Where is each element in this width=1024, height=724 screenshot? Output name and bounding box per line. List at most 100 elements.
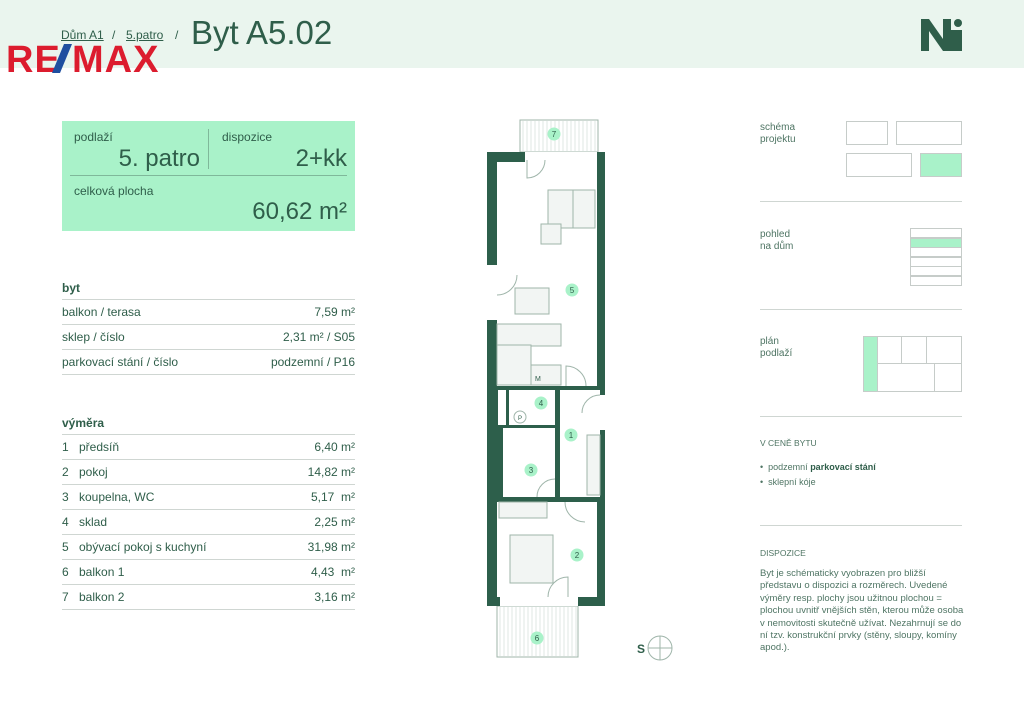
- row-label: sklep / číslo: [62, 330, 125, 344]
- schema-block-selected[interactable]: [920, 153, 962, 177]
- row-label: balkon 2: [79, 590, 125, 604]
- unit[interactable]: [934, 363, 962, 392]
- breadcrumb-floor[interactable]: 5.patro: [126, 28, 164, 42]
- unit[interactable]: [877, 363, 935, 392]
- view-label: pohled na dům: [760, 229, 794, 252]
- remax-logo: RE MAX: [6, 40, 159, 76]
- row-value: 3,16 m²: [314, 590, 355, 604]
- floor-bar-selected[interactable]: [910, 237, 962, 248]
- floor-bar[interactable]: [910, 266, 962, 276]
- divider: [70, 175, 347, 176]
- unit[interactable]: [901, 336, 927, 364]
- project-logo: [921, 19, 962, 51]
- room-number: 6: [535, 634, 540, 643]
- price-item-text: sklepní kóje: [768, 477, 816, 487]
- schema-block[interactable]: [846, 121, 888, 145]
- unit-selected[interactable]: [863, 336, 878, 392]
- page-title: Byt A5.02: [191, 14, 333, 51]
- table-row: sklep / číslo 2,31 m² / S05: [62, 325, 355, 350]
- room-number: 2: [575, 551, 580, 560]
- breadcrumb-separator: /: [175, 28, 179, 42]
- area-value: 60,62 m²: [252, 198, 347, 225]
- schema-block[interactable]: [896, 121, 962, 145]
- unit[interactable]: [877, 336, 902, 364]
- area-label: celková plocha: [74, 184, 154, 198]
- row-value: 7,59 m²: [314, 305, 355, 319]
- table-row: 6 balkon 1 4,43 m²: [62, 560, 355, 585]
- room-number: 5: [570, 286, 575, 295]
- breadcrumb-separator: /: [112, 28, 116, 42]
- vymera-section: výměra 1 předsíň 6,40 m² 2 pokoj 14,82 m² 3 kou…: [62, 411, 355, 610]
- floor-plan-label: plán podlaží: [760, 336, 793, 359]
- row-number: 5: [62, 540, 69, 554]
- room-number: 7: [552, 130, 557, 139]
- row-value: 6,40 m²: [314, 440, 355, 454]
- room-4-storage: [509, 390, 555, 425]
- boiler-label: P: [518, 416, 522, 422]
- divider: [760, 201, 962, 202]
- summary-box: podlaží 5. patro dispozice 2+kk celková …: [62, 121, 355, 231]
- row-number: 4: [62, 515, 69, 529]
- room-number: 3: [529, 466, 534, 475]
- room-marker: [564, 428, 578, 442]
- table-row: parkovací stání / číslo podzemní / P16: [62, 350, 355, 375]
- room-marker: [530, 631, 544, 645]
- byt-section: byt balkon / terasa 7,59 m² sklep / číslo 2…: [62, 276, 355, 375]
- svg-text:MAX: MAX: [72, 40, 159, 76]
- table-row: balkon / terasa 7,59 m²: [62, 300, 355, 325]
- row-label: parkovací stání / číslo: [62, 355, 179, 369]
- layout-label: dispozice: [222, 130, 273, 144]
- row-label: pokoj: [79, 465, 108, 479]
- room-marker: [570, 548, 584, 562]
- table-row: 1 předsíň 6,40 m²: [62, 435, 355, 460]
- row-number: 2: [62, 465, 69, 479]
- table-row: 2 pokoj 14,82 m²: [62, 460, 355, 485]
- unit[interactable]: [926, 336, 962, 364]
- row-label: předsíň: [79, 440, 120, 454]
- floor-bar[interactable]: [910, 228, 962, 238]
- row-value: 5,17 m²: [310, 490, 355, 504]
- balcony-6: [496, 605, 579, 658]
- table-row: 7 balkon 2 3,16 m²: [62, 585, 355, 610]
- row-label: koupelna, WC: [79, 490, 155, 504]
- row-label: sklad: [79, 515, 108, 529]
- row-value: podzemní / P16: [270, 355, 355, 369]
- floor-bar[interactable]: [910, 247, 962, 257]
- room-marker: [565, 283, 579, 297]
- row-number: 7: [62, 590, 69, 604]
- floor-bar[interactable]: [910, 275, 962, 286]
- breadcrumb-house[interactable]: Dům A1: [61, 28, 104, 42]
- disp-title: DISPOZICE: [760, 548, 806, 558]
- row-label: balkon 1: [79, 565, 125, 579]
- divider: [208, 129, 209, 169]
- microwave-label: M: [535, 376, 541, 383]
- header-band: [0, 0, 1024, 68]
- section-title: výměra: [62, 411, 355, 435]
- floor-bar[interactable]: [910, 256, 962, 267]
- compass-label: S: [637, 642, 645, 656]
- price-item-bold: parkovací stání: [810, 462, 876, 472]
- divider: [760, 309, 962, 310]
- row-label: obývací pokoj s kuchyní: [79, 540, 207, 554]
- row-number: 1: [62, 440, 69, 454]
- floor-label: podlaží: [74, 130, 113, 144]
- table-row: 5 obývací pokoj s kuchyní 31,98 m²: [62, 535, 355, 560]
- row-value: 14,82 m²: [307, 465, 355, 479]
- schema-label: schéma projektu: [760, 122, 796, 145]
- price-item: • podzemní parkovací stání: [760, 462, 876, 472]
- room-number: 4: [539, 399, 544, 408]
- room-marker: [547, 127, 561, 141]
- row-number: 3: [62, 490, 69, 504]
- section-title: byt: [62, 276, 355, 300]
- disp-text: Byt je schématicky vyobrazen pro bližší …: [760, 568, 964, 654]
- row-value: 2,25 m²: [314, 515, 355, 529]
- room-number: 1: [569, 431, 574, 440]
- svg-text:RE: RE: [6, 40, 61, 76]
- price-item-text: podzemní: [768, 462, 811, 472]
- row-value: 4,43 m²: [310, 565, 355, 579]
- schema-block[interactable]: [846, 153, 912, 177]
- row-label: balkon / terasa: [62, 305, 141, 319]
- price-title: V CENĚ BYTU: [760, 438, 817, 448]
- room-marker: [534, 396, 548, 410]
